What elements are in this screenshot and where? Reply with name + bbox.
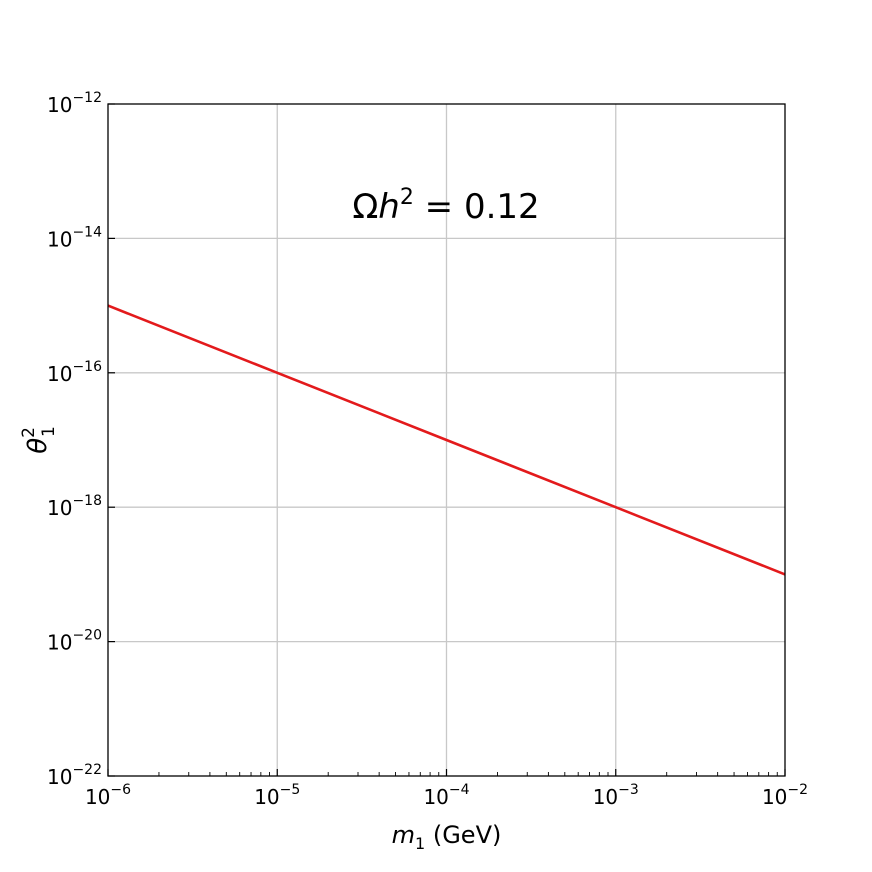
annotation-value: = 0.12 [414, 187, 540, 227]
x-axis-title-subscript: 1 [415, 834, 425, 853]
annotation-omega-h2: Ωh2 = 0.12 [352, 185, 539, 227]
y-tick-label: 10−12 [47, 90, 102, 117]
annotation-omega: Ω [352, 187, 378, 227]
grid-layer [108, 104, 785, 776]
x-axis-title-unit: (GeV) [425, 821, 501, 849]
plot-frame [107, 103, 786, 777]
annotation-h: h [378, 187, 400, 227]
y-tick-labels: 10−22 10−20 10−18 10−16 10−14 10−12 [47, 90, 102, 789]
y-tick-label: 10−14 [47, 224, 102, 251]
series-line [107, 304, 786, 576]
x-tick-label: 10−2 [762, 782, 808, 809]
x-tick-label: 10−5 [254, 782, 300, 809]
x-axis-title-base: m [392, 821, 415, 849]
x-tick-label: 10−3 [593, 782, 639, 809]
y-tick-label: 10−16 [47, 359, 102, 386]
y-tick-label: 10−20 [47, 628, 102, 655]
x-tick-label: 10−4 [423, 782, 469, 809]
x-tick-label: 10−6 [85, 782, 131, 809]
y-axis-title-subscript: 1 [39, 426, 59, 437]
y-tick-label: 10−18 [47, 493, 102, 520]
x-tick-labels: 10−6 10−5 10−4 10−3 10−2 [85, 782, 808, 809]
annotation-superscript: 2 [400, 185, 414, 210]
y-axis-title-base: θ [23, 438, 53, 454]
minor-tick-layer [158, 772, 778, 776]
y-axis-title-superscript: 2 [19, 427, 39, 438]
y-tick-label: 10−22 [47, 762, 102, 789]
series-layer [107, 304, 786, 576]
x-axis-title: m1 (GeV) [392, 821, 502, 853]
y-axis-title: θ21 [19, 426, 59, 454]
